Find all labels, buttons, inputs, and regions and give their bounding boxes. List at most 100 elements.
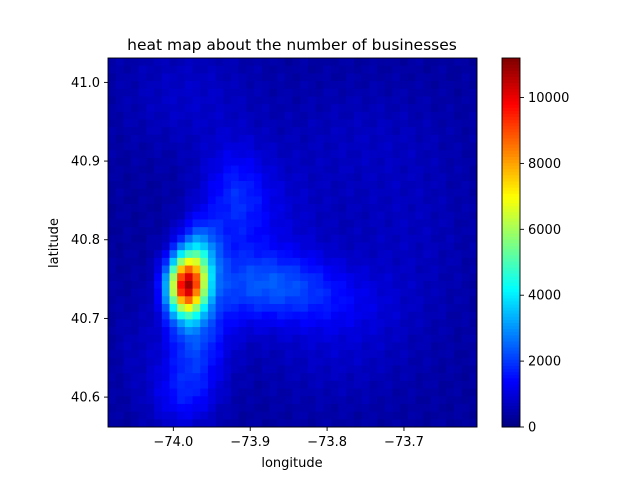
heatmap-cell <box>369 311 378 320</box>
heatmap-cell <box>323 357 332 366</box>
heatmap-cell <box>246 127 255 136</box>
heatmap-cell <box>177 150 186 159</box>
heatmap-cell <box>453 134 463 143</box>
heatmap-cell <box>277 357 286 366</box>
heatmap-cell <box>146 211 155 220</box>
heatmap-cell <box>177 319 186 328</box>
heatmap-cell <box>438 188 447 197</box>
heatmap-cell <box>438 342 447 351</box>
heatmap-cell <box>254 165 263 174</box>
heatmap-cell <box>131 350 140 359</box>
heatmap-cell <box>215 58 224 67</box>
colorbar-swatch <box>502 402 520 406</box>
heatmap-cell <box>269 396 278 405</box>
heatmap-cell <box>384 81 393 90</box>
heatmap-cell <box>407 388 416 397</box>
heatmap-cell <box>192 73 201 82</box>
heatmap-cell <box>215 173 224 182</box>
heatmap-cell <box>223 234 232 243</box>
heatmap-cell <box>207 380 217 389</box>
heatmap-cell <box>169 334 178 343</box>
heatmap-cell <box>330 96 340 105</box>
heatmap-cell <box>338 181 347 190</box>
heatmap-cell <box>423 373 432 382</box>
heatmap-cell <box>246 157 255 167</box>
heatmap-cell <box>338 319 347 328</box>
colorbar-swatch <box>502 300 520 305</box>
heatmap-cell <box>323 411 332 420</box>
heatmap-cell <box>415 288 424 297</box>
heatmap-cell <box>346 119 355 128</box>
heatmap-cell <box>131 65 140 74</box>
heatmap-cell <box>246 181 255 190</box>
heatmap-cell <box>338 288 347 297</box>
heatmap-cell <box>146 327 155 336</box>
heatmap-cell <box>354 211 363 220</box>
heatmap-cell <box>269 257 278 266</box>
heatmap-cell <box>200 142 209 151</box>
heatmap-cell <box>108 188 117 197</box>
heatmap-cell <box>154 227 163 236</box>
heatmap-cell <box>123 227 132 236</box>
heatmap-cell <box>346 334 355 343</box>
heatmap-cell <box>346 150 355 159</box>
heatmap-cell <box>207 119 217 128</box>
heatmap-cell <box>123 111 132 120</box>
colorbar-swatch <box>502 150 520 154</box>
heatmap-cell <box>292 273 301 282</box>
heatmap-cell <box>161 296 170 305</box>
heatmap-cell <box>307 334 316 343</box>
heatmap-cell <box>223 265 232 274</box>
heatmap-cell <box>369 403 378 413</box>
heatmap-cell <box>238 311 247 320</box>
heatmap-cell <box>323 380 332 389</box>
heatmap-cell <box>354 250 363 259</box>
colorbar-swatch <box>502 76 520 81</box>
colorbar-swatch <box>502 420 520 425</box>
colorbar-swatch <box>502 408 520 413</box>
heatmap-cell <box>200 342 209 351</box>
heatmap-cell <box>292 81 301 90</box>
heatmap-cell <box>354 219 363 228</box>
heatmap-cell <box>215 365 224 374</box>
heatmap-cell <box>400 265 409 274</box>
heatmap-cell <box>238 234 247 243</box>
heatmap-cell <box>207 403 217 413</box>
heatmap-cell <box>154 81 163 90</box>
heatmap-cell <box>146 380 155 389</box>
heatmap-cell <box>207 165 217 174</box>
heatmap-cell <box>407 419 416 428</box>
heatmap-cell <box>169 419 178 428</box>
heatmap-cell <box>338 150 347 159</box>
heatmap-cell <box>154 327 163 336</box>
heatmap-cell <box>277 173 286 182</box>
heatmap-cell <box>108 388 117 397</box>
heatmap-cell <box>123 211 132 220</box>
heatmap-cell <box>284 219 293 228</box>
heatmap-cell <box>338 257 347 266</box>
heatmap-cell <box>215 165 224 174</box>
heatmap-cell <box>330 157 340 167</box>
heatmap-cell <box>438 373 447 382</box>
heatmap-cell <box>446 119 455 128</box>
heatmap-cell <box>423 327 432 336</box>
heatmap-cell <box>400 65 409 74</box>
heatmap-cell <box>131 311 140 320</box>
heatmap-cell <box>169 204 178 213</box>
heatmap-cell <box>192 411 201 420</box>
heatmap-cell <box>246 327 255 336</box>
heatmap-cell <box>469 188 478 197</box>
heatmap-cell <box>246 273 255 282</box>
heatmap-cell <box>277 257 286 266</box>
heatmap-cell <box>207 204 217 213</box>
colorbar-swatch <box>502 214 520 219</box>
heatmap-cell <box>330 273 340 282</box>
y-tick-label: 40.9 <box>71 155 100 170</box>
heatmap-cell <box>169 311 178 320</box>
heatmap-cell <box>461 419 470 428</box>
heatmap-cell <box>131 288 140 297</box>
heatmap-cell <box>277 419 286 428</box>
heatmap-cell <box>184 196 193 205</box>
heatmap-cell <box>146 304 155 313</box>
heatmap-cell <box>392 396 401 405</box>
